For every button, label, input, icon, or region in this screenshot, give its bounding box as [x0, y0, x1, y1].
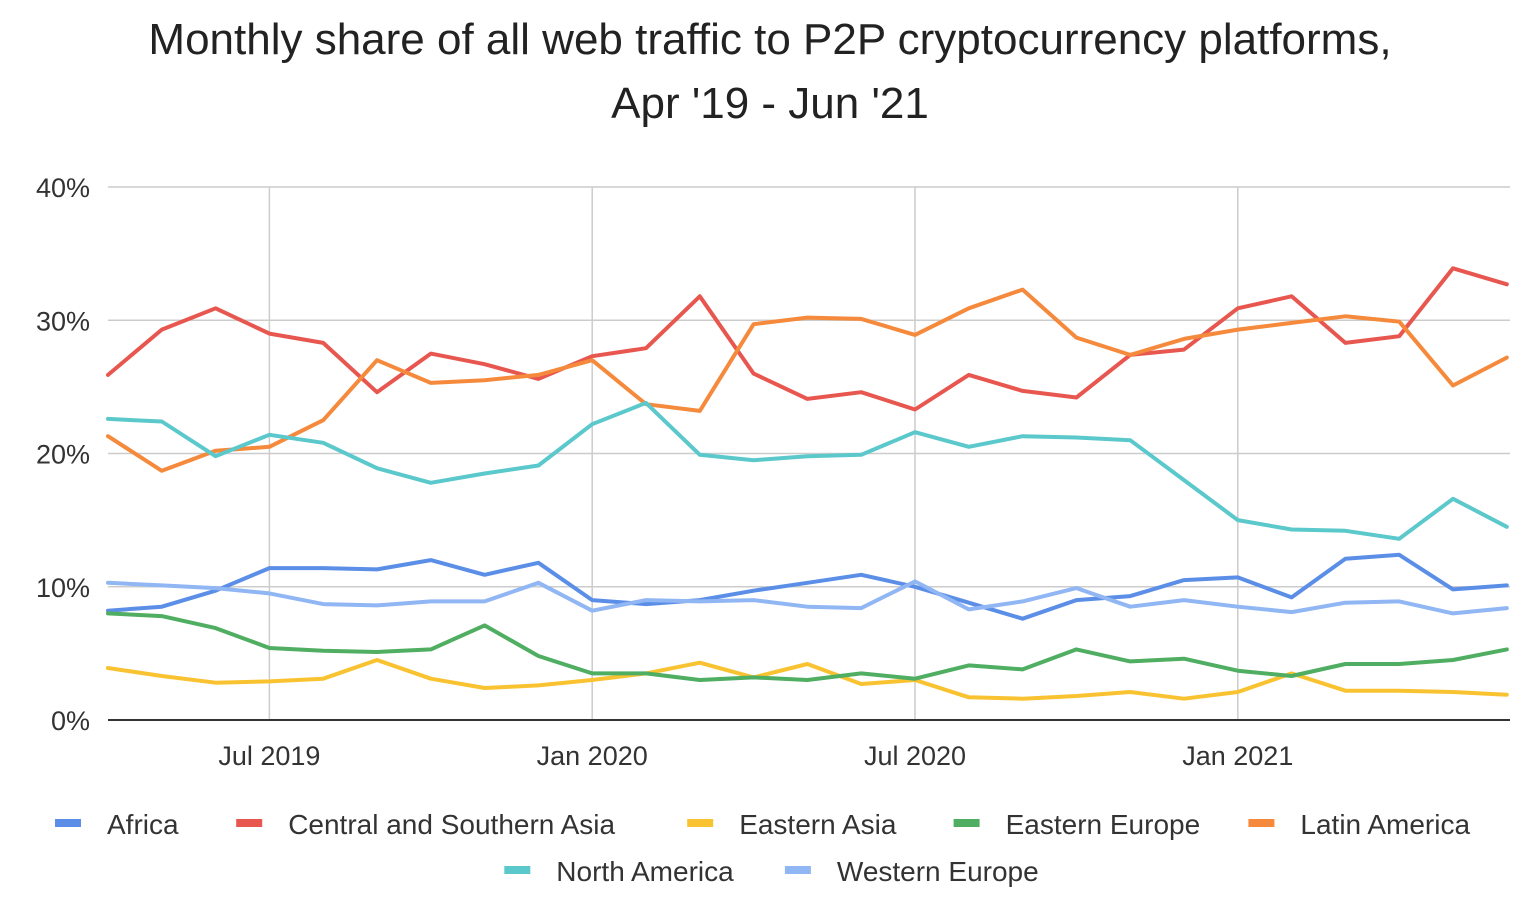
series-line-north-america [106, 400, 1509, 541]
legend-label-latin-america: Latin America [1300, 809, 1470, 840]
y-tick-label: 40% [36, 173, 90, 203]
legend-label-eastern-europe: Eastern Europe [1006, 809, 1201, 840]
series-line-latin-america [106, 287, 1509, 473]
legend-swatch-africa [55, 819, 81, 827]
series-line-western-europe [106, 579, 1509, 616]
legend-swatch-eastern-asia [687, 819, 714, 827]
series-line-africa [106, 552, 1509, 621]
chart-title-line-1: Monthly share of all web traffic to P2P … [148, 15, 1392, 64]
series-line-eastern-europe [106, 611, 1509, 682]
y-tick-label: 30% [36, 306, 90, 336]
y-tick-label: 20% [36, 440, 90, 470]
legend-swatch-eastern-europe [953, 819, 980, 827]
legend-label-central-and-southern-asia: Central and Southern Asia [288, 809, 615, 840]
legend-swatch-latin-america [1248, 819, 1275, 827]
y-tick-label: 0% [51, 706, 90, 736]
chart-title-line-2: Apr '19 - Jun '21 [611, 79, 929, 128]
x-tick-label: Jul 2020 [864, 741, 966, 771]
y-tick-label: 10% [36, 573, 90, 603]
x-tick-label: Jan 2021 [1182, 741, 1293, 771]
legend-label-western-europe: Western Europe [837, 856, 1039, 887]
legend-label-africa: Africa [107, 809, 179, 840]
series-line-central-and-southern-asia [106, 266, 1509, 412]
legend-swatch-north-america [504, 866, 531, 874]
x-tick-label: Jan 2020 [537, 741, 648, 771]
x-tick-label: Jul 2019 [218, 741, 320, 771]
legend-label-eastern-asia: Eastern Asia [739, 809, 897, 840]
series-line-eastern-asia [106, 658, 1509, 701]
legend-label-north-america: North America [556, 856, 734, 887]
legend-swatch-western-europe [784, 866, 811, 874]
legend-swatch-central-and-southern-asia [236, 819, 263, 827]
